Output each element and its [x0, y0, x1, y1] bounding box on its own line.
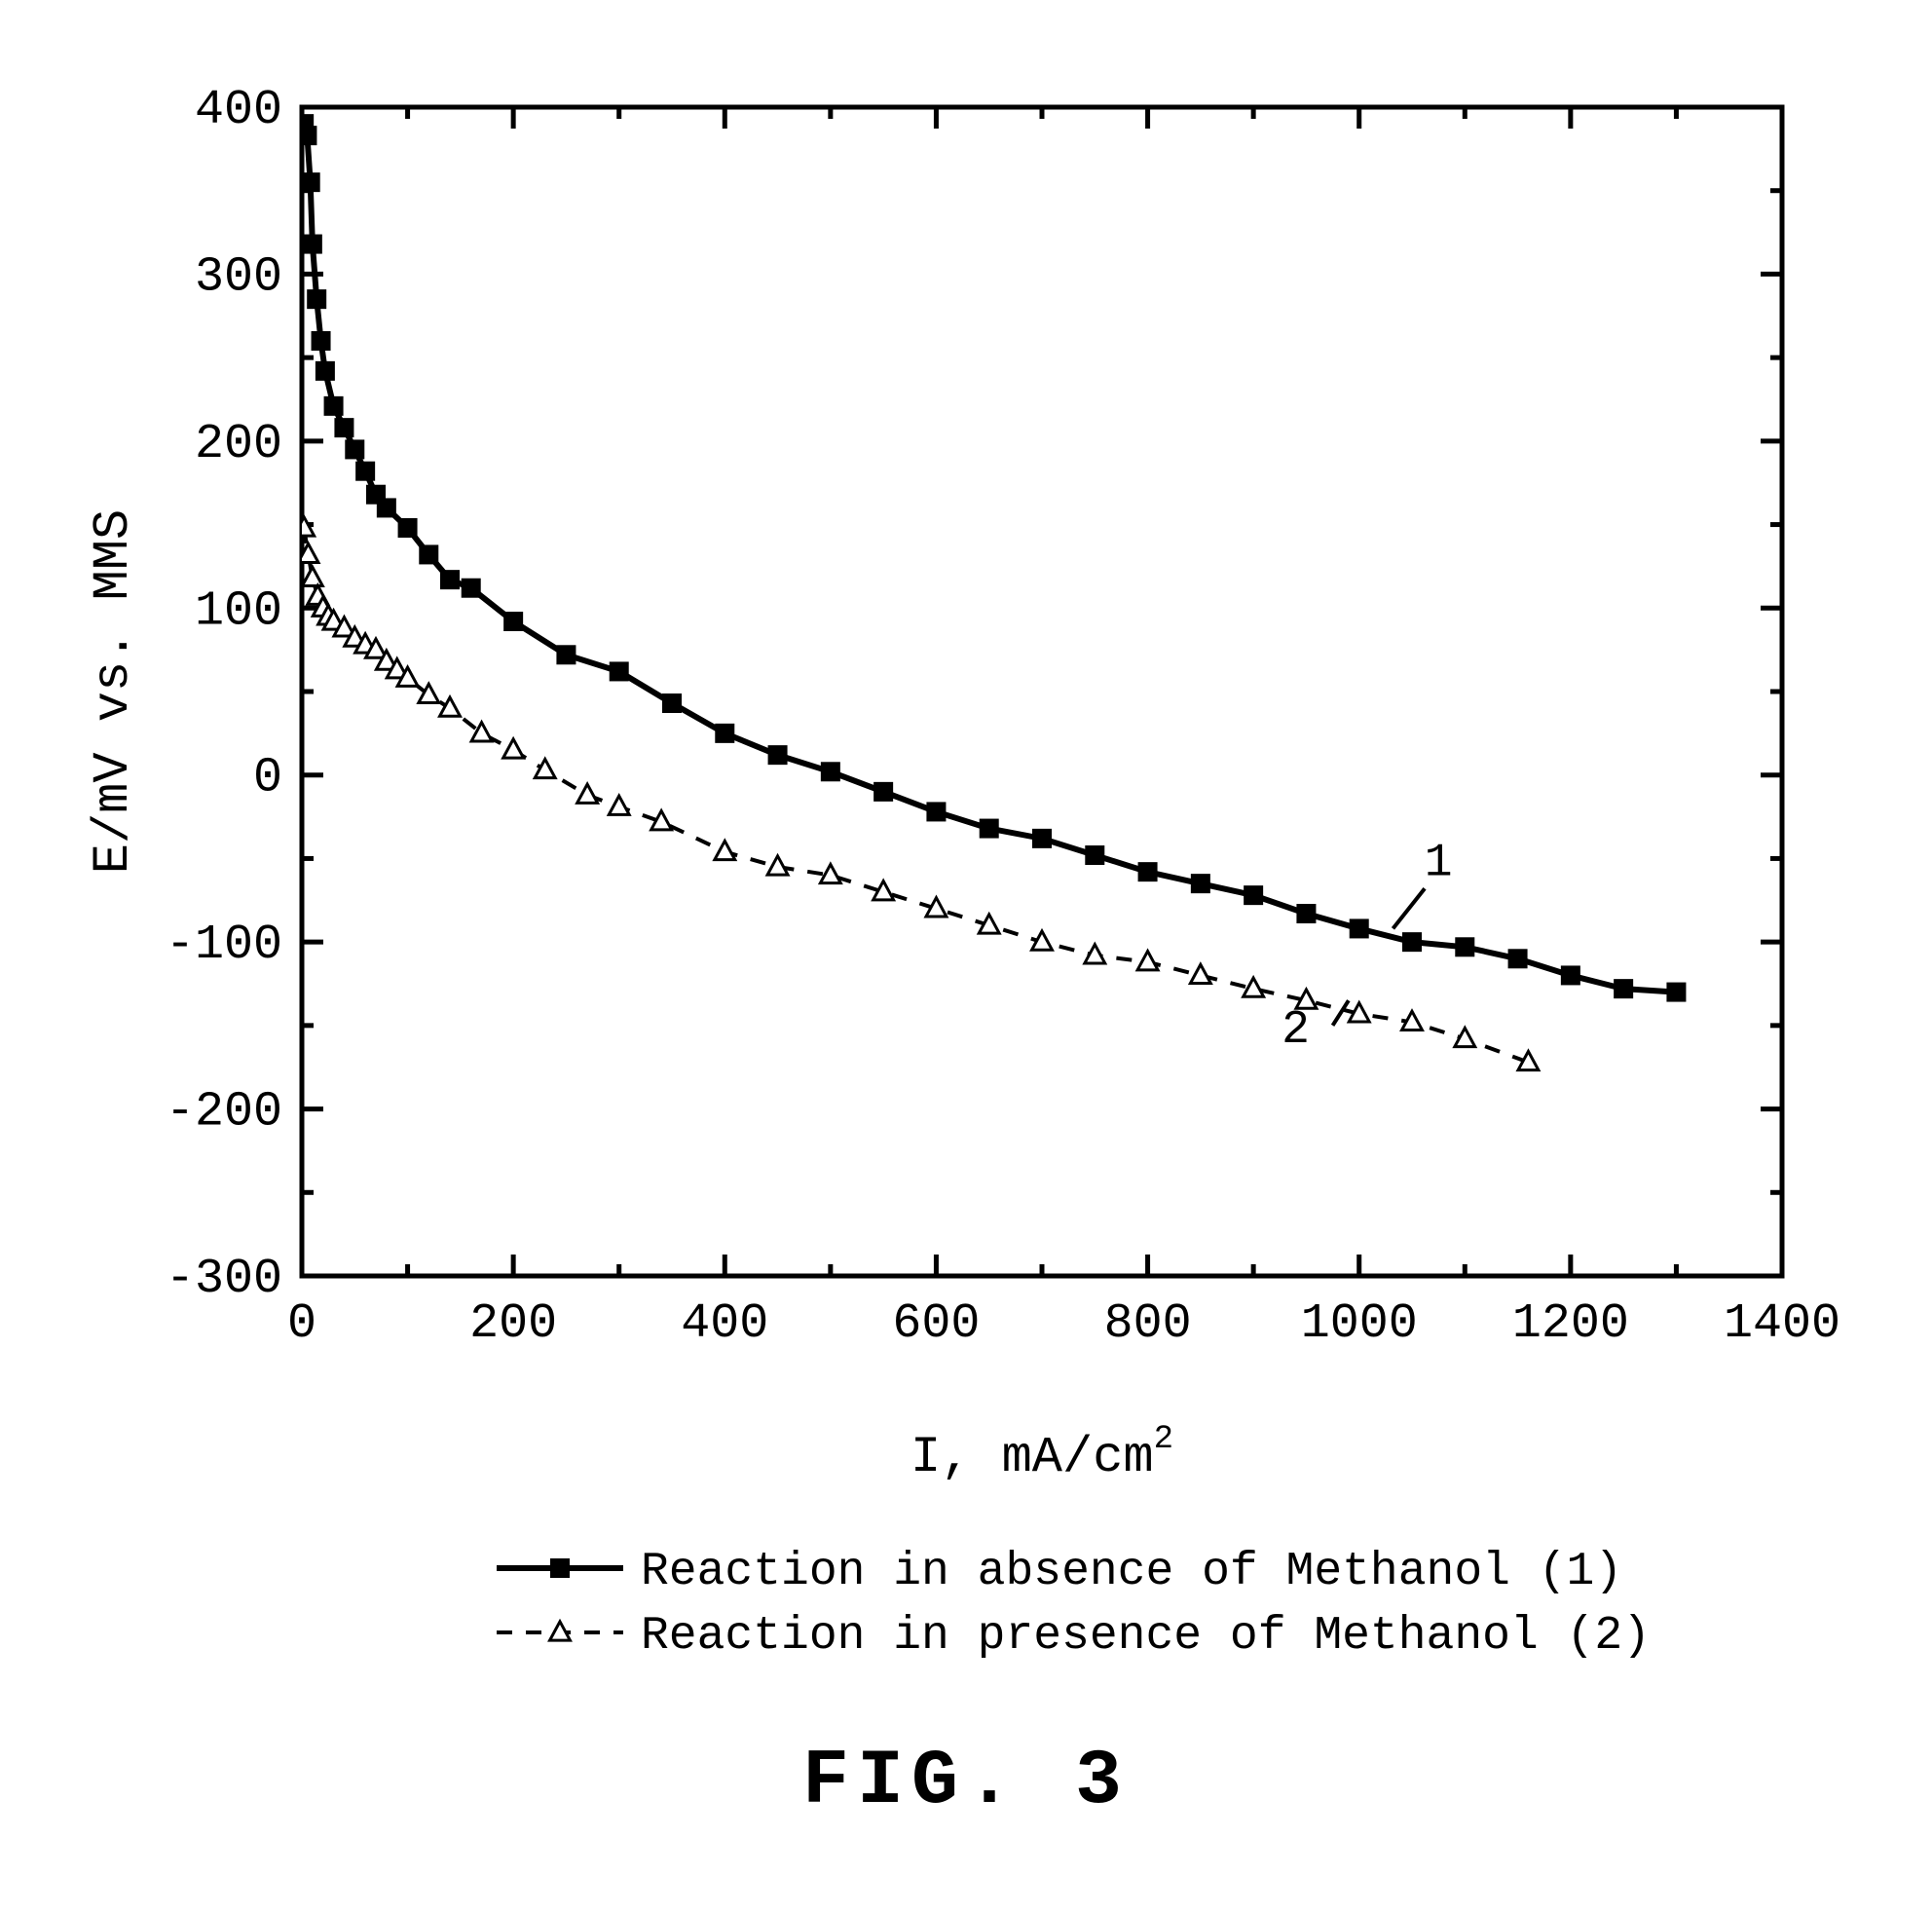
- marker-square-s1: [463, 580, 480, 597]
- marker-square-s1: [663, 694, 681, 712]
- marker-square-s1: [1562, 966, 1579, 984]
- marker-square-s1: [1456, 938, 1473, 956]
- figure-svg: 0200400600800100012001400-300-200-100010…: [0, 0, 1932, 1911]
- annotation-text: 2: [1282, 1004, 1310, 1057]
- y-tick-label: -300: [166, 1252, 282, 1307]
- x-tick-label: 0: [287, 1296, 316, 1352]
- legend-label: Reaction in presence of Methanol (2): [641, 1610, 1651, 1663]
- y-tick-label: 200: [195, 417, 282, 472]
- marker-square-s1: [1297, 905, 1315, 922]
- marker-square-s1: [1033, 830, 1051, 847]
- marker-square-s1: [1245, 886, 1262, 904]
- legend-label: Reaction in absence of Methanol (1): [641, 1546, 1622, 1598]
- marker-square-s1: [1351, 919, 1368, 937]
- marker-square-s1: [308, 290, 325, 308]
- marker-square-s1: [769, 746, 787, 764]
- marker-square-s1: [927, 803, 945, 820]
- marker-square-s1: [1139, 863, 1157, 881]
- marker-square-s1: [441, 571, 459, 588]
- y-tick-label: 300: [195, 249, 282, 305]
- annotation-text: 1: [1425, 838, 1453, 890]
- x-tick-label: 600: [892, 1296, 980, 1352]
- legend-item: Reaction in absence of Methanol (1): [497, 1546, 1622, 1598]
- marker-square-s1: [302, 173, 319, 191]
- y-tick-label: 400: [195, 83, 282, 138]
- x-tick-label: 1400: [1724, 1296, 1840, 1352]
- marker-square-s1: [335, 419, 353, 436]
- marker-square-s1: [1086, 846, 1103, 864]
- marker-square-s1: [611, 662, 628, 680]
- marker-square-s1: [874, 783, 892, 801]
- marker-square-s1: [316, 362, 334, 380]
- marker-square-s1: [346, 440, 363, 458]
- marker-square-s1: [822, 763, 839, 780]
- marker-square-s1: [356, 463, 374, 480]
- y-tick-label: 0: [253, 751, 282, 806]
- x-tick-label: 800: [1104, 1296, 1192, 1352]
- y-tick-label: 100: [195, 583, 282, 639]
- marker-square-s1: [1403, 933, 1421, 951]
- x-tick-label: 1200: [1512, 1296, 1629, 1352]
- marker-square-s1: [420, 545, 437, 563]
- marker-square-s1: [378, 499, 395, 516]
- figure-page: { "chart": { "type": "line", "background…: [0, 0, 1932, 1911]
- x-tick-label: 1000: [1301, 1296, 1418, 1352]
- x-tick-label: 400: [681, 1296, 768, 1352]
- marker-square-s1: [981, 820, 998, 838]
- marker-square-s1: [1509, 950, 1527, 967]
- marker-square-s1: [557, 646, 575, 663]
- x-axis-label: I, mA/cm2: [910, 1421, 1173, 1486]
- legend-item: Reaction in presence of Methanol (2): [497, 1610, 1651, 1663]
- marker-square-s1: [313, 332, 330, 350]
- marker-square-s1: [304, 236, 321, 253]
- marker-square-s1: [1192, 875, 1209, 892]
- figure-caption: FIG. 3: [802, 1738, 1130, 1826]
- marker-square-s1: [1615, 980, 1632, 997]
- y-axis-label: E/mV vs. MMS: [85, 509, 142, 874]
- y-tick-label: -100: [166, 918, 282, 973]
- svg-text:I, mA/cm2: I, mA/cm2: [910, 1421, 1173, 1486]
- marker-square-s1: [716, 725, 733, 742]
- marker-square-s1: [1667, 984, 1685, 1001]
- marker-square-s1: [399, 519, 417, 537]
- marker-square-s1: [504, 613, 522, 630]
- marker-square-s1: [325, 397, 343, 415]
- marker-square-legend: [551, 1559, 569, 1577]
- x-tick-label: 200: [469, 1296, 557, 1352]
- y-tick-label: -200: [166, 1085, 282, 1141]
